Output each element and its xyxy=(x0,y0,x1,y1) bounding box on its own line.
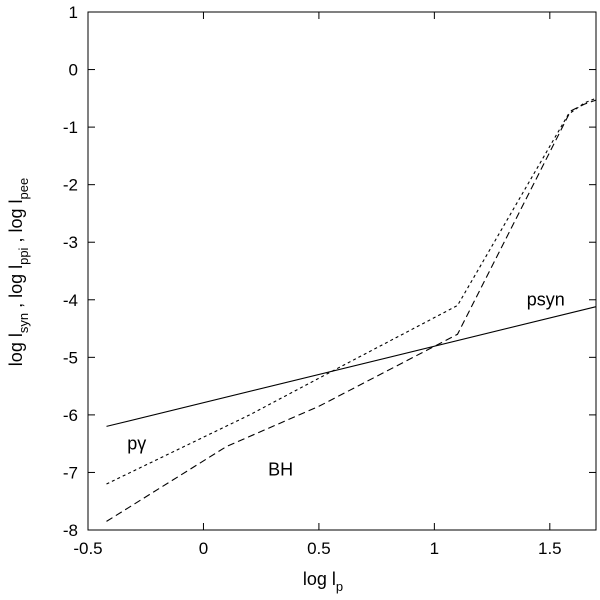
series-line-dotted xyxy=(106,97,597,485)
x-axis-title: log lp xyxy=(303,569,343,594)
y-tick-label: -2 xyxy=(63,176,78,195)
y-tick-label: -4 xyxy=(63,291,78,310)
ticks xyxy=(87,11,596,531)
series-line-dashed xyxy=(106,99,597,522)
y-axis-title: log lsyn , log lppi , log lpee xyxy=(6,178,31,366)
y-axis-title-sub: pee xyxy=(16,178,31,200)
y-axis-title-sub: syn xyxy=(16,313,31,333)
y-tick-label: -5 xyxy=(63,348,78,367)
annotations: psyn pγ BH xyxy=(127,290,565,480)
x-tick-label: -0.5 xyxy=(73,539,102,558)
x-axis-title-sub: p xyxy=(336,579,343,594)
x-tick-label: 1.5 xyxy=(538,539,562,558)
y-axis-title-main: , log l xyxy=(6,265,26,313)
y-tick-label: -6 xyxy=(63,406,78,425)
y-tick-label: 0 xyxy=(69,61,78,80)
plot-lines xyxy=(106,97,597,522)
tick-labels: -0.5 0 0.5 1 1.5 -8 -7 -6 -5 -4 -3 -2 -1 0 1 xyxy=(63,3,562,558)
plot-frame xyxy=(87,11,597,531)
x-tick-label: 0 xyxy=(199,539,208,558)
series-annotation: psyn xyxy=(527,290,565,310)
series-line-solid xyxy=(106,306,597,427)
x-tick-label: 1 xyxy=(430,539,439,558)
y-tick-label: 1 xyxy=(69,3,78,22)
y-tick-label: -1 xyxy=(63,118,78,137)
series-annotation: BH xyxy=(268,459,293,479)
x-tick-label: 0.5 xyxy=(307,539,331,558)
y-tick-label: -7 xyxy=(63,463,78,482)
y-axis-title-main: log l xyxy=(6,333,26,366)
y-tick-label: -8 xyxy=(63,521,78,540)
x-axis-title-main: log l xyxy=(303,569,336,589)
series-annotation: pγ xyxy=(127,433,146,453)
y-axis-title-main: , log l xyxy=(6,200,26,248)
y-tick-label: -3 xyxy=(63,233,78,252)
y-axis-title-sub: ppi xyxy=(16,247,31,264)
